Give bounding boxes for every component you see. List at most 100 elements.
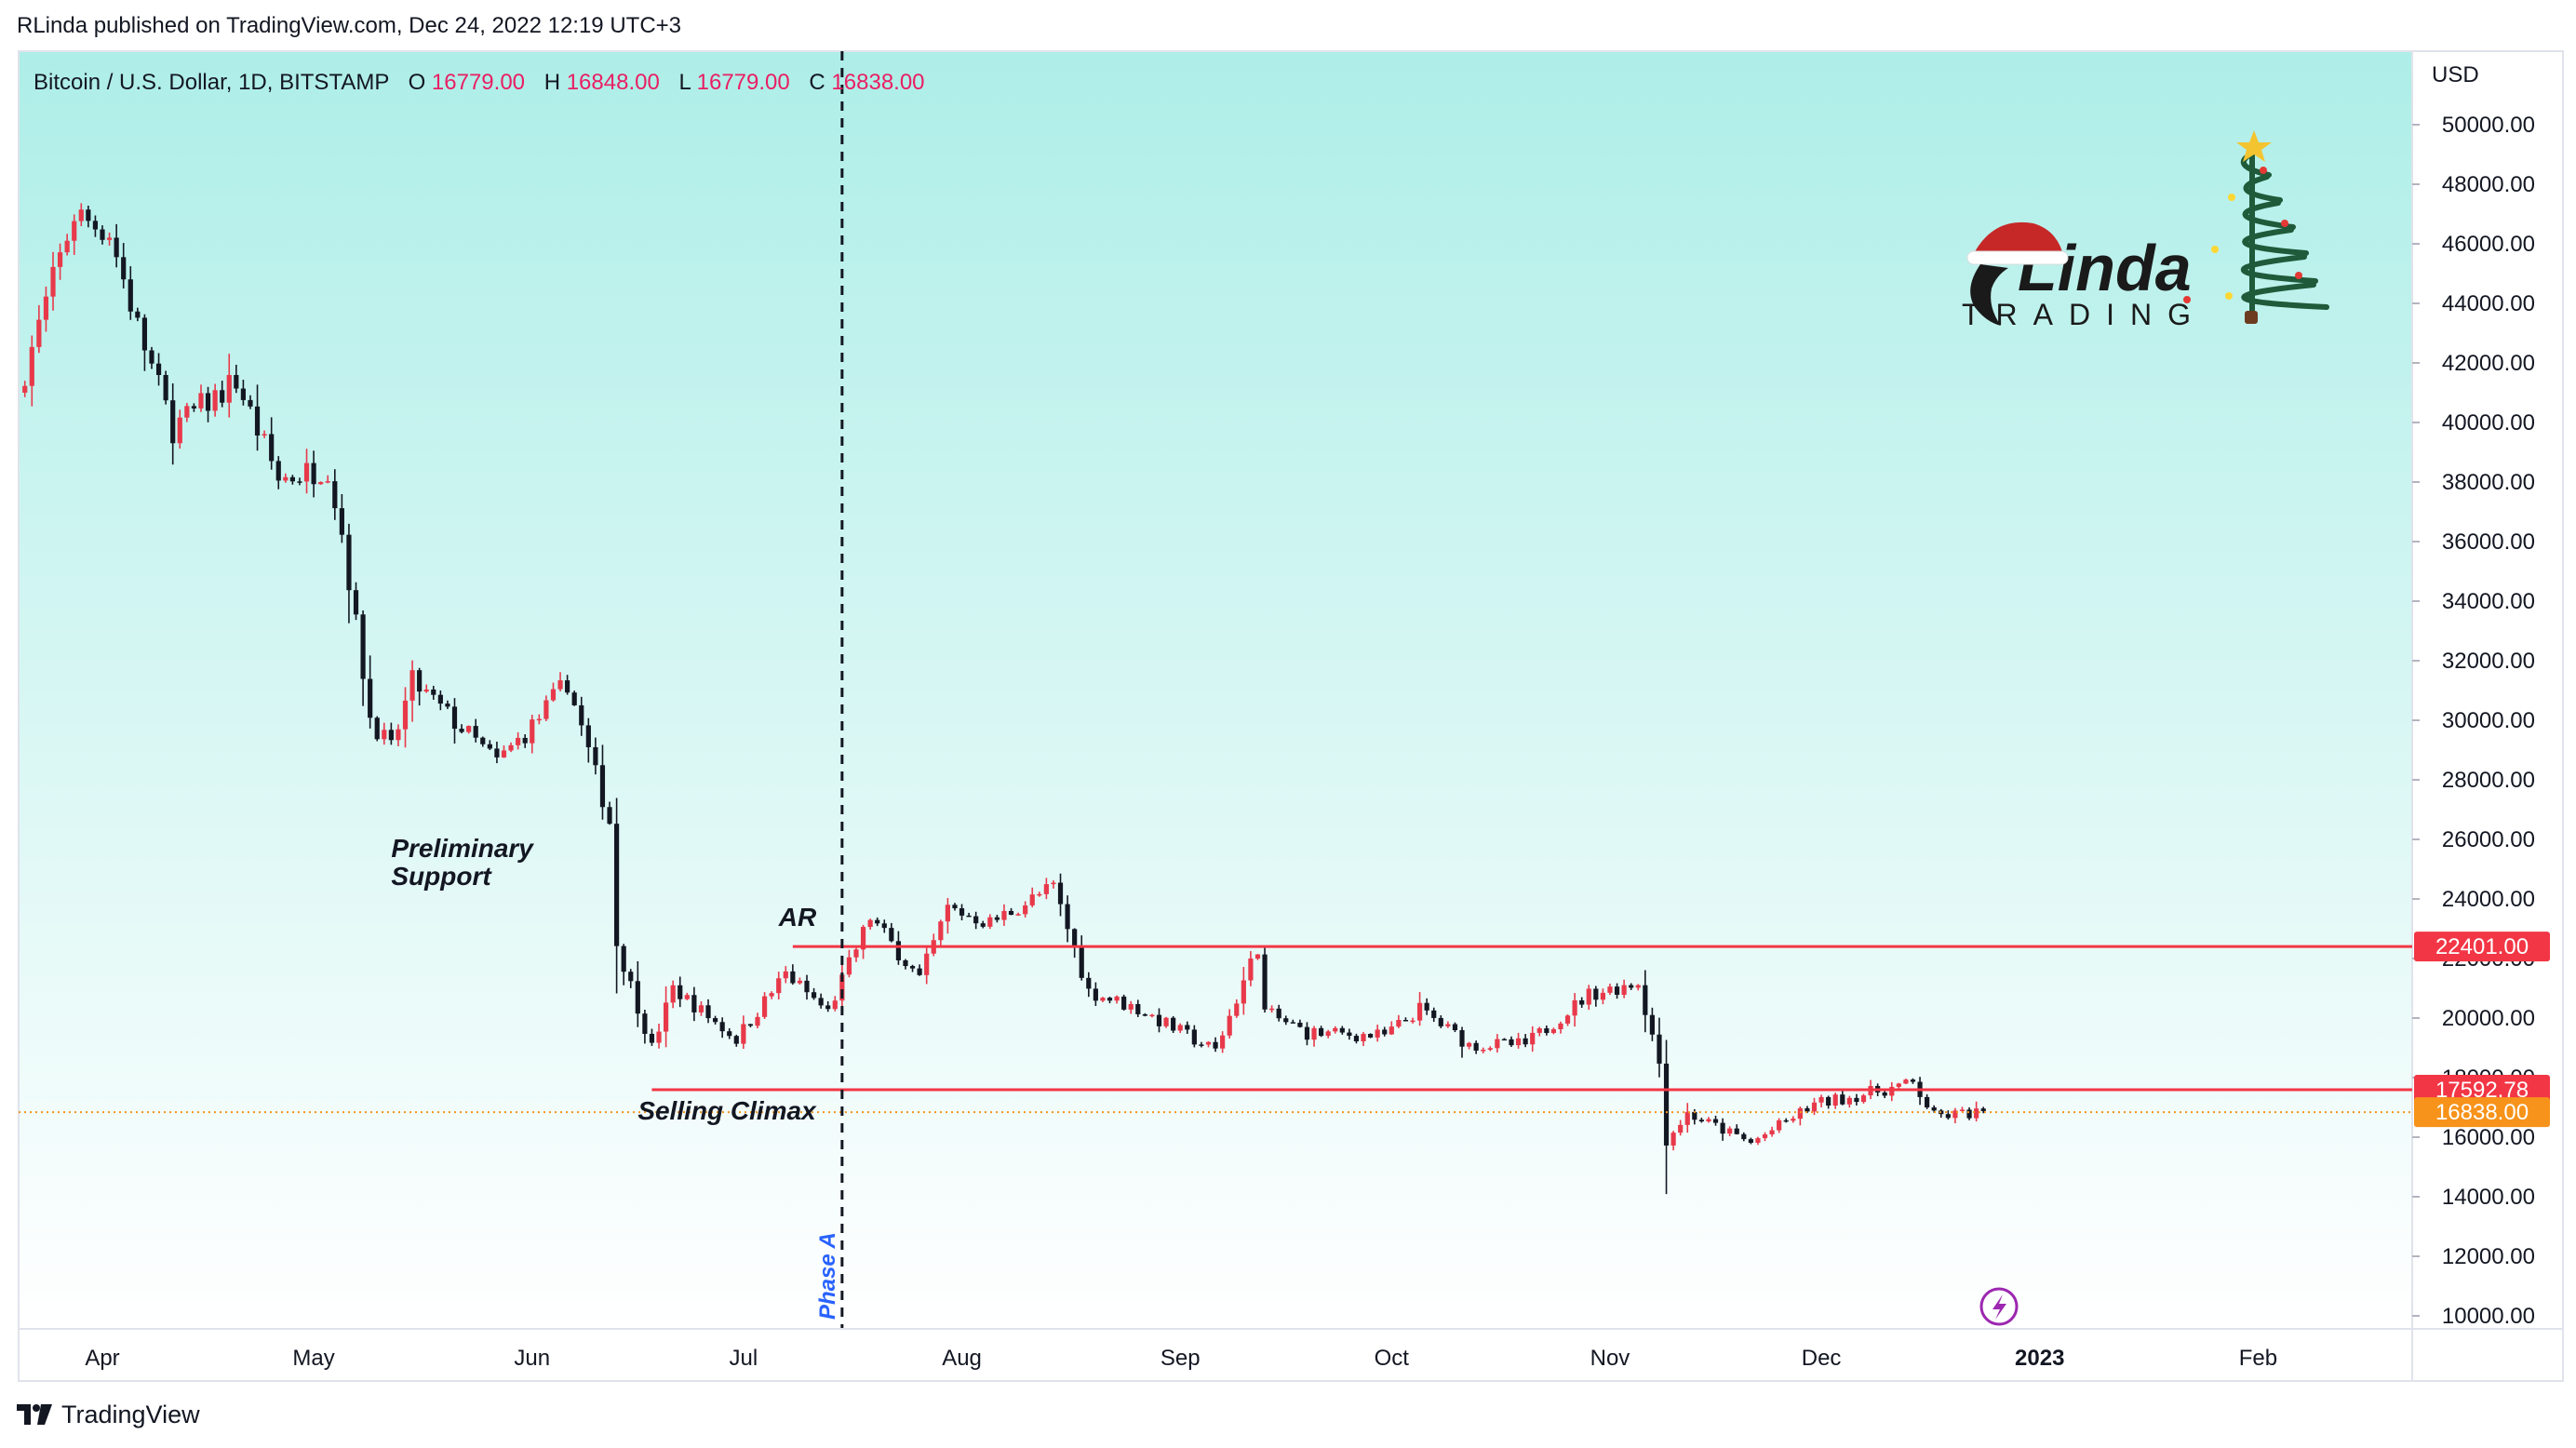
candle: [860, 924, 866, 959]
candle-body: [1205, 1041, 1212, 1045]
candle-body: [1396, 1019, 1402, 1027]
tradingview-footer-logo[interactable]: TradingView: [17, 1400, 200, 1429]
candle: [924, 946, 930, 985]
candle-body: [1466, 1042, 1472, 1047]
candle-body: [1481, 1050, 1486, 1052]
candle: [530, 715, 535, 754]
low-value: 16779.00: [697, 70, 790, 95]
candle-body: [1234, 1003, 1240, 1016]
candle-body: [755, 1016, 760, 1026]
candle: [1353, 1033, 1360, 1044]
high-value: 16848.00: [567, 70, 660, 95]
candle-body: [339, 508, 344, 535]
open-value: 16779.00: [432, 70, 525, 95]
candle-body: [1241, 980, 1246, 1004]
candle: [599, 744, 606, 820]
candle: [1783, 1118, 1789, 1123]
y-tick-label: 24000.00: [2442, 887, 2535, 912]
candle: [508, 742, 514, 753]
candle: [1037, 892, 1042, 897]
candle: [557, 672, 563, 691]
candle-body: [1416, 1002, 1423, 1021]
symbol-title: Bitcoin / U.S. Dollar, 1D, BITSTAMP: [34, 70, 389, 95]
candle-body: [1072, 929, 1078, 948]
close-label: C: [809, 70, 825, 95]
candle-body: [1001, 910, 1007, 920]
candle-body: [607, 807, 612, 825]
candle: [1156, 1008, 1162, 1033]
candle-body: [141, 317, 148, 351]
candle: [501, 744, 507, 758]
candle: [1163, 1016, 1169, 1028]
candle-body: [1903, 1079, 1909, 1084]
candle: [283, 473, 288, 483]
candle-body: [283, 476, 288, 481]
candle: [1643, 970, 1648, 1033]
candle: [973, 911, 979, 930]
silhouette-icon: [1970, 264, 2008, 326]
lightning-icon[interactable]: [1979, 1287, 2019, 1326]
candle: [1416, 992, 1423, 1026]
candle: [1269, 1005, 1275, 1013]
tradingview-logo-icon: [17, 1404, 52, 1425]
candle: [1600, 988, 1606, 1005]
chart-annotation[interactable]: Selling Climax: [637, 1096, 817, 1125]
candle-body: [1974, 1108, 1979, 1119]
candle-body: [571, 692, 577, 705]
x-tick-label: Jul: [730, 1346, 758, 1371]
candle: [678, 976, 683, 1008]
candle-body: [691, 995, 697, 1012]
candle: [1910, 1078, 1916, 1084]
candle-body: [1269, 1008, 1275, 1011]
candle: [1720, 1118, 1725, 1141]
chart-annotation[interactable]: Preliminary Support: [391, 834, 534, 891]
candle-body: [1805, 1107, 1810, 1112]
low-label: L: [678, 70, 691, 95]
candle: [1135, 999, 1141, 1017]
candle: [1586, 985, 1591, 1011]
candle: [691, 986, 697, 1022]
candle: [1023, 901, 1028, 918]
open-label: O: [409, 70, 426, 95]
candle: [318, 481, 324, 485]
candle-body: [1319, 1027, 1324, 1037]
candle: [1057, 873, 1064, 917]
candle: [1100, 997, 1106, 1002]
candle: [1663, 1039, 1670, 1195]
candle-body: [155, 363, 162, 375]
candle: [1107, 997, 1113, 1004]
candle: [1889, 1081, 1895, 1102]
publication-attribution: RLinda published on TradingView.com, Dec…: [17, 13, 682, 38]
candle-body: [1452, 1024, 1458, 1031]
candle-body: [1135, 1003, 1141, 1014]
candle: [248, 395, 253, 409]
candle-body: [881, 923, 887, 929]
candle: [966, 912, 972, 918]
candle: [1748, 1137, 1753, 1145]
candle: [1558, 1021, 1563, 1034]
candle-body: [1959, 1109, 1966, 1111]
candle: [959, 904, 965, 921]
candle: [1952, 1107, 1958, 1124]
candle: [1008, 907, 1014, 916]
candle-body: [1114, 996, 1120, 1001]
candle: [818, 993, 824, 1009]
candle: [875, 917, 880, 927]
candle-body: [501, 750, 507, 758]
candle-body: [1727, 1128, 1733, 1134]
candle: [1262, 947, 1268, 1013]
candle: [1029, 887, 1035, 908]
candle-body: [966, 915, 972, 918]
chart-annotation[interactable]: AR: [778, 903, 817, 932]
candle-body: [543, 700, 549, 719]
candle: [388, 722, 394, 745]
candle: [846, 949, 852, 978]
candle: [155, 353, 162, 386]
candle: [64, 234, 70, 256]
candle: [1706, 1117, 1711, 1123]
y-tick-label: 16000.00: [2442, 1125, 2535, 1150]
candle-body: [289, 476, 295, 482]
time-scale-background[interactable]: [19, 1329, 2563, 1381]
candle-body: [423, 689, 429, 692]
